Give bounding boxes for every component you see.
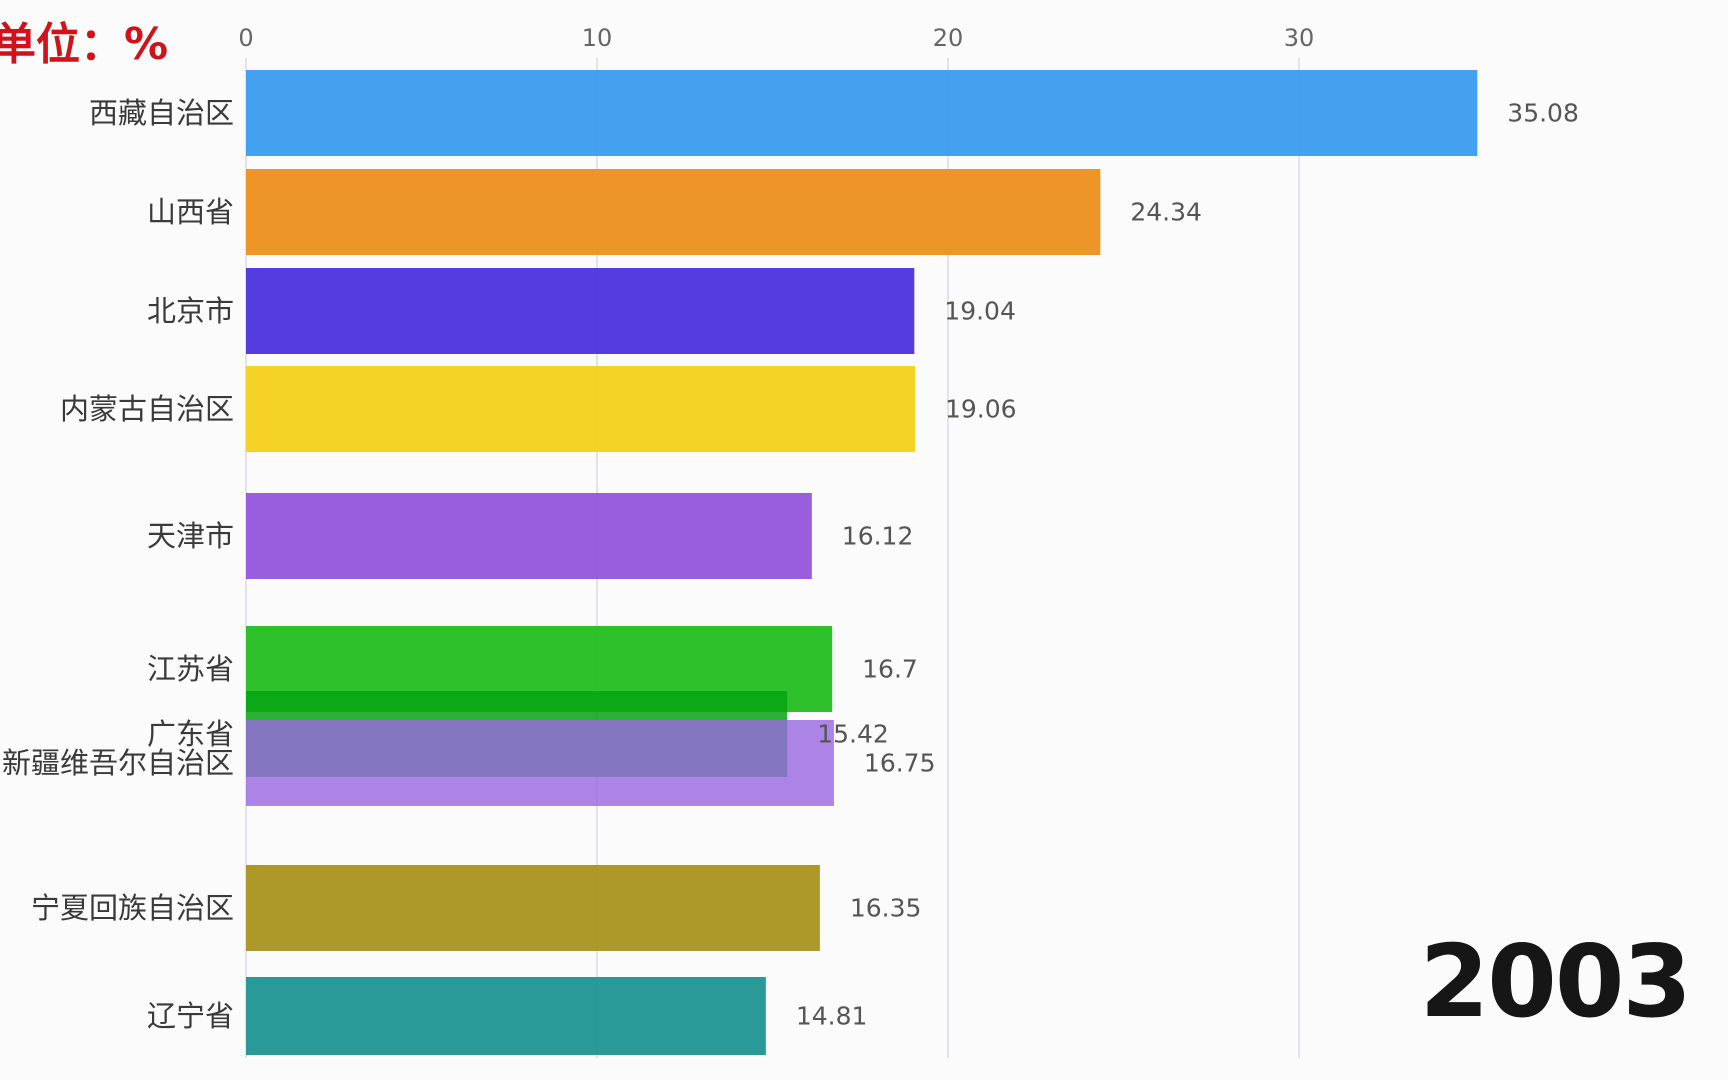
category-label: 广东省 — [147, 717, 234, 751]
x-tick-label: 20 — [933, 24, 964, 52]
value-label: 16.75 — [864, 749, 936, 778]
category-label: 内蒙古自治区 — [60, 392, 234, 426]
value-label: 19.04 — [944, 297, 1016, 326]
bar-5 — [246, 493, 812, 579]
category-label: 西藏自治区 — [89, 96, 234, 130]
value-label: 19.06 — [945, 395, 1017, 424]
bar-9 — [246, 865, 820, 951]
category-labels: 西藏自治区山西省北京市内蒙古自治区天津市江苏省广东省新疆维吾尔自治区宁夏回族自治… — [2, 96, 234, 1033]
unit-label: 单位：% — [0, 19, 169, 70]
category-label: 山西省 — [147, 195, 234, 229]
x-tick-label: 0 — [238, 24, 253, 52]
bar-4 — [246, 366, 916, 452]
value-label: 16.7 — [862, 655, 918, 684]
category-label: 江苏省 — [147, 652, 234, 686]
category-label: 宁夏回族自治区 — [31, 891, 234, 925]
value-label: 35.08 — [1507, 99, 1579, 128]
value-label: 14.81 — [796, 1002, 868, 1031]
x-tick-label: 30 — [1284, 24, 1315, 52]
value-label: 16.12 — [842, 522, 914, 551]
bar-3 — [246, 268, 915, 354]
x-axis-ticks: 0 10 20 30 — [238, 24, 1314, 52]
bar-1 — [246, 70, 1478, 156]
category-label: 天津市 — [147, 519, 234, 553]
value-label: 15.42 — [817, 720, 889, 749]
bar-8 — [246, 720, 834, 806]
value-label: 16.35 — [850, 894, 922, 923]
bars — [246, 70, 1478, 1055]
category-label: 北京市 — [147, 294, 234, 328]
bar-2 — [246, 169, 1101, 255]
category-label: 辽宁省 — [147, 999, 234, 1033]
category-label: 新疆维吾尔自治区 — [2, 746, 234, 780]
value-label: 24.34 — [1130, 198, 1202, 227]
x-tick-label: 10 — [582, 24, 613, 52]
year-label: 2003 — [1419, 923, 1692, 1040]
bar-10 — [246, 977, 766, 1055]
